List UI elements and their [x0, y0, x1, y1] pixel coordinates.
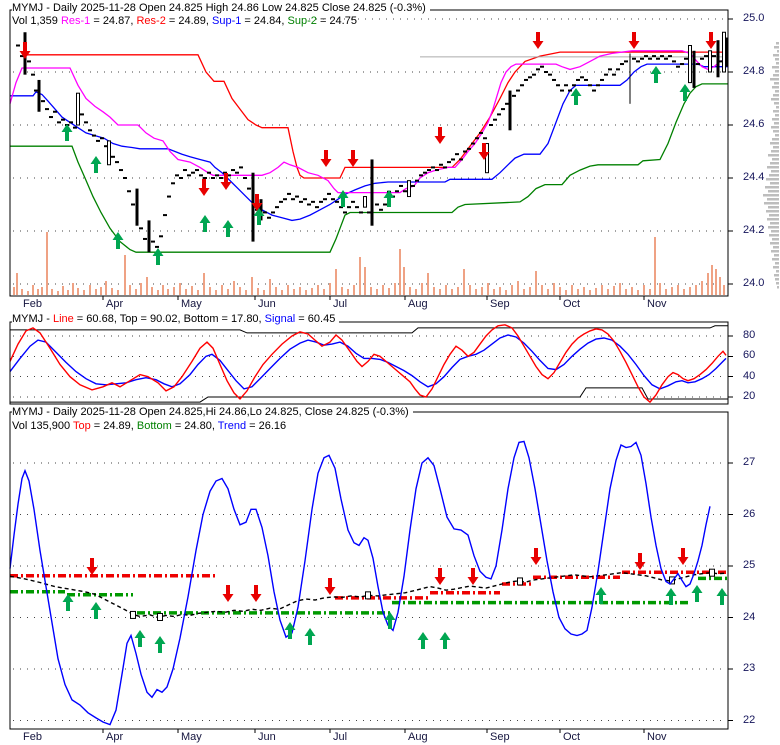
- trend-panel-legend: Vol 135,900 Top = 24.89, Bottom = 24.80,…: [12, 420, 291, 433]
- legend-res2: Res-2: [136, 15, 166, 27]
- legend-res2-value: = 24.89,: [165, 15, 212, 27]
- y-axis-label-24.0: 24.0: [743, 277, 765, 289]
- x-axis-label-Apr: Apr: [106, 731, 124, 743]
- legend-sup1-value: = 24.84,: [241, 15, 288, 27]
- price-panel-title-text: MYMJ - Daily 2025-11-28 Open 24.825 High…: [12, 2, 426, 14]
- y-axis-label-25.0: 25.0: [743, 12, 765, 24]
- legend-sup1: Sup-1: [212, 15, 242, 27]
- y-axis-label-40: 40: [743, 370, 756, 382]
- x-axis-label-Sep: Sep: [490, 298, 510, 310]
- x-axis-label-Nov: Nov: [647, 298, 667, 310]
- y-axis-label-27: 27: [743, 456, 756, 468]
- y-axis-label-80: 80: [743, 329, 756, 341]
- x-axis-label-Nov: Nov: [647, 731, 667, 743]
- trend-bottom-label: Bottom: [136, 420, 172, 432]
- x-axis-label-Jun: Jun: [258, 731, 276, 743]
- trend-bottom-value: = 24.80,: [171, 420, 218, 432]
- x-axis-label-Feb: Feb: [23, 298, 42, 310]
- x-axis-label-Jun: Jun: [258, 298, 276, 310]
- trend-trend-value: = 26.16: [246, 420, 287, 432]
- x-axis-label-May: May: [181, 298, 202, 310]
- x-axis-label-Jul: Jul: [333, 298, 348, 310]
- trend-trend-label: Trend: [217, 420, 247, 432]
- price-panel-legend: Vol 1,359 Res-1 = 24.87, Res-2 = 24.89, …: [12, 15, 357, 28]
- legend-sup2-value: = 24.75: [316, 15, 357, 27]
- x-axis-label-Apr: Apr: [106, 298, 124, 310]
- legend-res1: Res-1: [60, 15, 91, 27]
- y-axis-label-24.2: 24.2: [743, 224, 765, 236]
- x-axis-label-Aug: Aug: [408, 731, 428, 743]
- y-axis-label-24.4: 24.4: [743, 171, 765, 183]
- oscillator-panel-title: MYMJ - Line = 60.68, Top = 90.02, Bottom…: [12, 313, 340, 326]
- x-axis-label-Feb: Feb: [23, 731, 42, 743]
- osc-signal-value: = 60.45: [295, 313, 336, 325]
- y-axis-label-24: 24: [743, 611, 756, 623]
- x-axis-label-Sep: Sep: [490, 731, 510, 743]
- y-axis-label-26: 26: [743, 508, 756, 520]
- legend-vol: Vol 1,359: [12, 15, 61, 27]
- trend-panel-title-text: MYMJ - Daily 2025-11-28 Open 24.825,Hi 2…: [12, 406, 409, 418]
- x-axis-label-May: May: [181, 731, 202, 743]
- osc-line-value: = 60.68, Top = 90.02, Bottom = 17.80,: [73, 313, 265, 325]
- y-axis-label-60: 60: [743, 349, 756, 361]
- y-axis-label-24.8: 24.8: [743, 65, 765, 77]
- y-axis-label-24.6: 24.6: [743, 118, 765, 130]
- y-axis-label-25: 25: [743, 559, 756, 571]
- x-axis-label-Oct: Oct: [563, 731, 581, 743]
- osc-symbol: MYMJ -: [12, 313, 53, 325]
- price-panel-title: MYMJ - Daily 2025-11-28 Open 24.825 High…: [12, 2, 430, 15]
- y-axis-label-22: 22: [743, 714, 756, 726]
- trend-top-value: = 24.89,: [90, 420, 137, 432]
- osc-signal-label: Signal: [264, 313, 296, 325]
- osc-line-label: Line: [52, 313, 74, 325]
- legend-sup2: Sup-2: [287, 15, 317, 27]
- x-axis-label-Jul: Jul: [333, 731, 348, 743]
- y-axis-label-23: 23: [743, 662, 756, 674]
- trend-panel-title: MYMJ - Daily 2025-11-28 Open 24.825,Hi 2…: [12, 406, 413, 419]
- x-axis-label-Oct: Oct: [563, 298, 581, 310]
- x-axis-label-Aug: Aug: [408, 298, 428, 310]
- trend-vol: Vol 135,900: [12, 420, 73, 432]
- legend-res1-value: = 24.87,: [90, 15, 137, 27]
- trend-top-label: Top: [72, 420, 91, 432]
- y-axis-label-20: 20: [743, 390, 756, 402]
